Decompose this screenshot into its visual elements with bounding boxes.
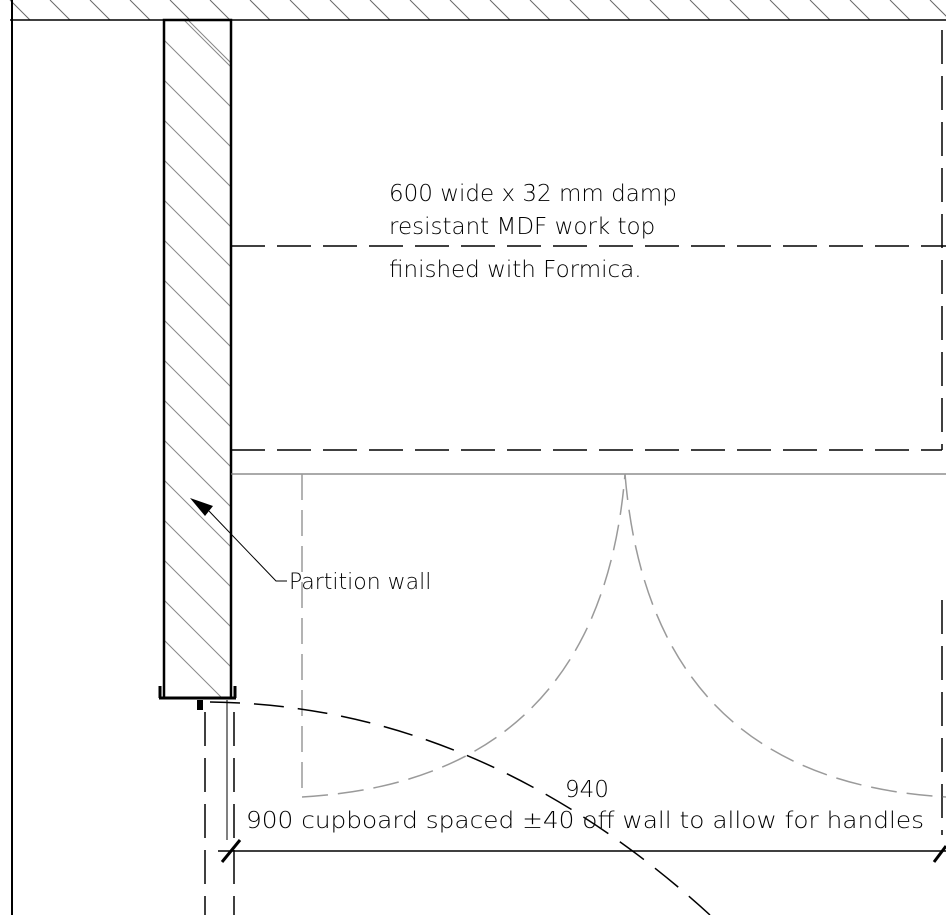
worktop-note-line-3: finished with Formica.	[389, 257, 642, 283]
cupboard-spacing-note: 900 cupboard spaced ±40 off wall to allo…	[246, 808, 924, 834]
dimension-line	[218, 839, 946, 863]
room-door-swing	[209, 701, 711, 915]
partition-wall-label: Partition wall	[289, 570, 431, 595]
worktop-note-line-1: 600 wide x 32 mm damp	[389, 181, 677, 207]
worktop-note-line-2: resistant MDF work top	[389, 214, 655, 240]
door-jamb-dashes	[204, 712, 235, 915]
partition-leader	[190, 498, 287, 582]
partition-wall	[158, 18, 237, 710]
door-swing-arcs	[301, 473, 946, 798]
worktop-outline	[231, 30, 946, 451]
top-wall-hatch	[9, 0, 946, 21]
dimension-value: 940	[565, 777, 609, 803]
